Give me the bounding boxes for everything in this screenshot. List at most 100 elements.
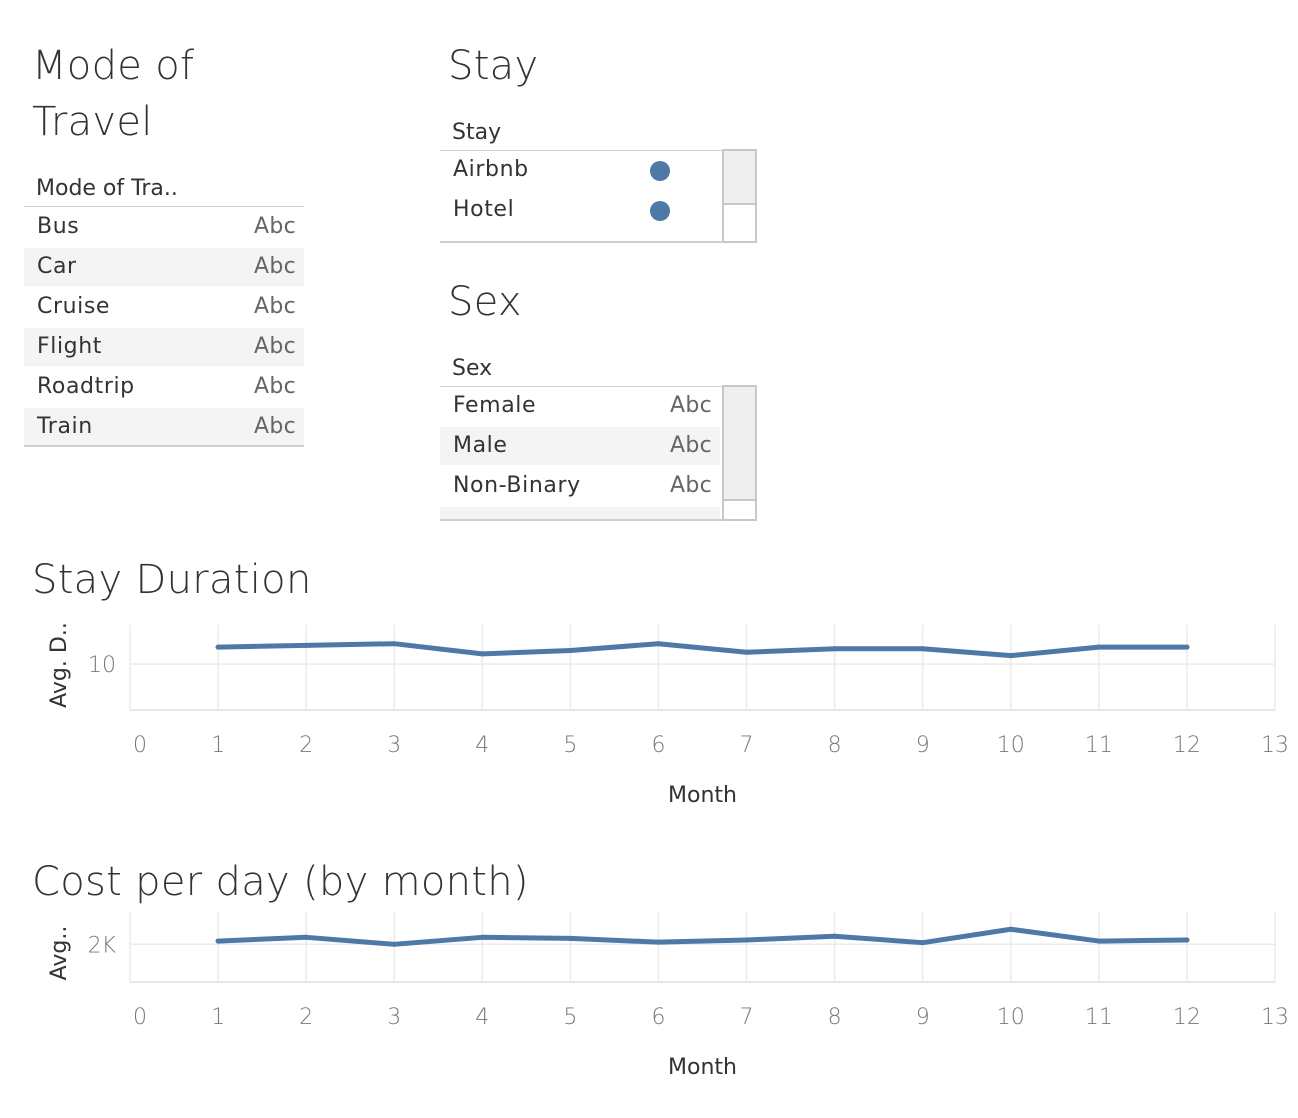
list-item-label: Female xyxy=(453,393,537,418)
x-tick-label: 13 xyxy=(1261,733,1289,758)
list-item[interactable]: Train Abc xyxy=(24,408,304,446)
stay-duration-title: Stay Duration xyxy=(32,557,312,603)
list-item-value: Abc xyxy=(253,374,296,399)
list-item-label: Non-Binary xyxy=(453,473,581,498)
x-tick-label: 12 xyxy=(1173,1005,1201,1030)
sex-list-bottom-border xyxy=(440,519,722,521)
data-point xyxy=(303,934,309,940)
list-item[interactable]: Flight Abc xyxy=(24,328,304,366)
data-point xyxy=(1008,653,1014,659)
list-item[interactable]: Airbnb xyxy=(440,151,722,189)
stay-header-divider xyxy=(440,150,600,151)
x-axis-title: Month xyxy=(668,1055,737,1080)
list-item-label: Train xyxy=(37,414,93,439)
list-item-value: Abc xyxy=(253,254,296,279)
y-axis-title: Avg.. xyxy=(47,926,72,981)
y-tick-label: 10 xyxy=(88,653,116,678)
data-point xyxy=(1184,937,1190,943)
list-item-label: Hotel xyxy=(453,197,515,222)
data-point xyxy=(1096,938,1102,944)
x-tick-label: 5 xyxy=(563,1005,577,1030)
data-point xyxy=(1184,644,1190,650)
scrollbar-thumb[interactable] xyxy=(724,499,755,519)
x-tick-label: 5 xyxy=(563,733,577,758)
sex-title: Sex xyxy=(448,279,522,325)
list-item-value: Abc xyxy=(253,294,296,319)
x-tick-label: 6 xyxy=(651,1005,665,1030)
mode-of-travel-bottom-divider xyxy=(24,445,304,447)
list-item-value: Abc xyxy=(253,214,296,239)
list-item[interactable]: Car Abc xyxy=(24,248,304,286)
list-item[interactable]: Male Abc xyxy=(440,427,720,465)
sex-list-top-border xyxy=(600,386,722,387)
cost-per-day-title: Cost per day (by month) xyxy=(32,859,529,905)
stay-list-bottom-border xyxy=(440,241,722,243)
list-item-value: Abc xyxy=(669,433,712,458)
data-point xyxy=(655,939,661,945)
sex-list: Female Abc Male Abc Non-Binary Abc xyxy=(440,387,720,519)
scrollbar-thumb[interactable] xyxy=(724,203,755,241)
x-tick-label: 0 xyxy=(133,1005,147,1030)
list-item[interactable]: Hotel xyxy=(440,191,722,229)
mode-of-travel-column-header[interactable]: Mode of Tra.. xyxy=(36,176,178,201)
data-point xyxy=(832,646,838,652)
x-tick-label: 12 xyxy=(1173,733,1201,758)
title-line-2: Travel xyxy=(32,99,153,145)
series-line xyxy=(215,926,1190,947)
list-item[interactable]: Female Abc xyxy=(440,387,720,425)
list-item-value: Abc xyxy=(669,393,712,418)
list-item-label: Bus xyxy=(37,214,80,239)
x-tick-label: 10 xyxy=(997,733,1025,758)
sex-header-divider xyxy=(440,386,600,387)
x-tick-label: 7 xyxy=(740,1005,754,1030)
mode-of-travel-title: Mode of Travel xyxy=(32,38,194,150)
data-point xyxy=(1096,644,1102,650)
sex-column-header[interactable]: Sex xyxy=(452,356,493,381)
list-item-label: Car xyxy=(37,254,77,279)
mark-dot-icon xyxy=(650,161,670,181)
list-item-label: Airbnb xyxy=(453,157,529,182)
mode-of-travel-header-divider xyxy=(24,206,304,207)
x-tick-label: 11 xyxy=(1085,733,1113,758)
list-item-value: Abc xyxy=(669,473,712,498)
list-item-value: Abc xyxy=(253,334,296,359)
data-point xyxy=(920,940,926,946)
data-point xyxy=(479,934,485,940)
data-point xyxy=(832,933,838,939)
stay-list-top-border xyxy=(600,150,722,151)
x-tick-label: 6 xyxy=(651,733,665,758)
list-item[interactable]: Roadtrip Abc xyxy=(24,368,304,406)
x-tick-label: 8 xyxy=(828,733,842,758)
data-point xyxy=(1008,926,1014,932)
list-item[interactable]: Non-Binary Abc xyxy=(440,467,720,505)
stay-scrollbar[interactable] xyxy=(722,149,757,243)
mark-dot-icon xyxy=(650,201,670,221)
list-item-partial[interactable] xyxy=(440,507,720,519)
x-tick-label: 2 xyxy=(299,1005,313,1030)
data-point xyxy=(920,646,926,652)
data-point xyxy=(479,651,485,657)
x-tick-label: 3 xyxy=(387,733,401,758)
list-item-label: Male xyxy=(453,433,508,458)
stay-title: Stay xyxy=(448,43,539,89)
x-tick-label: 1 xyxy=(211,1005,225,1030)
sex-scrollbar[interactable] xyxy=(722,385,757,521)
list-item[interactable]: Cruise Abc xyxy=(24,288,304,326)
data-point xyxy=(744,937,750,943)
stay-column-header[interactable]: Stay xyxy=(452,120,502,145)
x-tick-label: 4 xyxy=(475,733,489,758)
y-axis-title: Avg. D.. xyxy=(47,622,72,708)
data-point xyxy=(744,649,750,655)
x-tick-label: 10 xyxy=(997,1005,1025,1030)
list-item[interactable]: Bus Abc xyxy=(24,208,304,246)
stay-list: Airbnb Hotel xyxy=(440,151,722,241)
data-point xyxy=(215,644,221,650)
list-item-value: Abc xyxy=(253,414,296,439)
y-tick-label: 2K xyxy=(88,933,117,958)
data-point xyxy=(567,648,573,653)
list-item-label: Flight xyxy=(37,334,103,359)
x-tick-label: 8 xyxy=(828,1005,842,1030)
